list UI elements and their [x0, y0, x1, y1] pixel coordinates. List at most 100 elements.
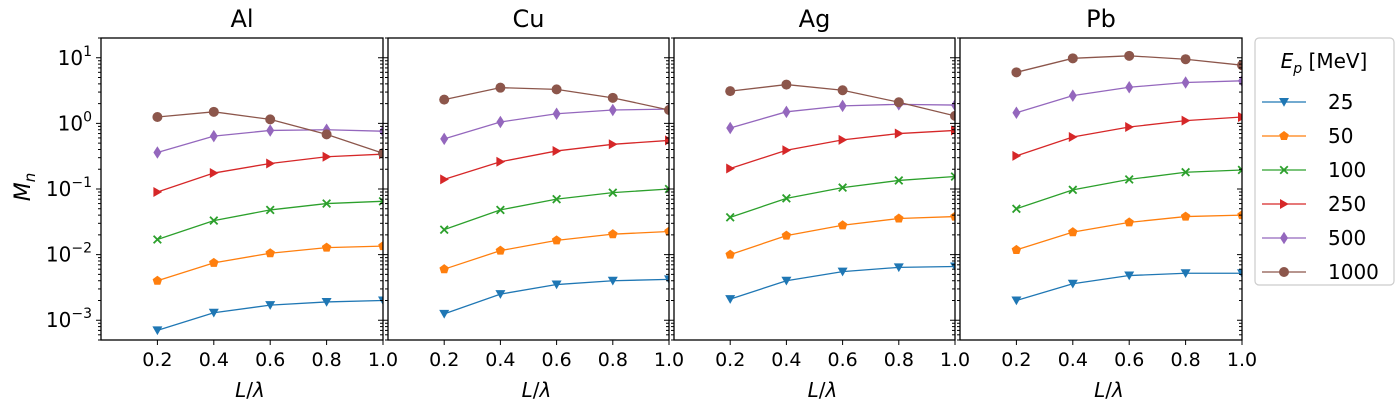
- data-point: [495, 245, 506, 255]
- data-point: [496, 156, 506, 167]
- legend-entry-100: 100: [1262, 158, 1366, 182]
- data-point: [1180, 269, 1191, 279]
- x-tick-label: 0.6: [541, 349, 571, 371]
- data-point: [1125, 122, 1134, 133]
- data-point: [1068, 132, 1078, 143]
- panel-ag: Ag 0.2 0.4 0.6 0.8 1.0 L/λ: [669, 5, 970, 402]
- x-tick-label: 0.8: [311, 349, 341, 371]
- panel-al: Al 0.2 0.4 0.6 0.8 1.0 L/λ: [96, 5, 398, 402]
- x-axis-label-symbol: λ: [1111, 378, 1124, 402]
- data-point: [1125, 81, 1134, 94]
- panel-data: [152, 106, 383, 336]
- series-25: [152, 296, 383, 336]
- data-point: [440, 132, 449, 146]
- data-point: [1068, 89, 1077, 102]
- data-point: [153, 146, 162, 159]
- data-point: [781, 193, 791, 203]
- data-point: [1181, 76, 1190, 89]
- x-tick-label: 0.2: [715, 349, 745, 371]
- series-1000: [152, 106, 383, 159]
- data-point: [265, 301, 276, 310]
- legend-entry-250: 250: [1262, 192, 1366, 216]
- data-point: [725, 249, 735, 259]
- data-point: [495, 205, 505, 215]
- series-line: [729, 129, 955, 170]
- legend-entry-25: 25: [1262, 90, 1353, 114]
- y-tick-label: 10−1: [46, 175, 92, 201]
- legend: Ep [MeV] 25 50 100 250 500 1000: [1254, 37, 1395, 286]
- data-point: [209, 129, 218, 143]
- y-tick-label-exponent: −1: [71, 175, 92, 191]
- data-point: [608, 103, 617, 117]
- series-line: [157, 200, 383, 241]
- legend-label: 1000: [1328, 260, 1379, 284]
- data-point: [664, 275, 669, 285]
- panel-pb: Pb 0.2 0.4 0.6 0.8 1.0 L/λ: [955, 5, 1257, 402]
- series-100: [725, 172, 955, 222]
- x-axis-label-sep: /: [246, 378, 253, 402]
- data-point: [608, 139, 618, 150]
- data-point: [551, 235, 562, 245]
- data-point: [152, 326, 163, 336]
- x-tick-label: 0.6: [1114, 349, 1144, 371]
- data-point: [378, 148, 383, 159]
- series-1000: [725, 79, 955, 121]
- series-250: [153, 149, 383, 198]
- x-tick-label: 1.0: [1227, 349, 1257, 371]
- data-point: [496, 115, 505, 129]
- panel-title: Cu: [513, 5, 545, 33]
- data-point: [379, 124, 383, 138]
- panel-title: Pb: [1086, 5, 1116, 33]
- series-250: [726, 125, 955, 174]
- legend-marker: [1280, 199, 1289, 209]
- legend-label: 500: [1328, 226, 1366, 250]
- data-point: [1124, 174, 1134, 184]
- x-axis-label: L/λ: [522, 378, 552, 402]
- data-point: [152, 275, 163, 285]
- x-tick-label: 0.2: [142, 349, 172, 371]
- data-point: [209, 257, 219, 267]
- panel-title: Al: [230, 5, 253, 33]
- data-point: [781, 79, 792, 90]
- data-point: [208, 106, 219, 117]
- legend-marker: [1279, 165, 1289, 175]
- data-point: [664, 104, 669, 115]
- x-axis-label-sep: /: [533, 378, 540, 402]
- data-point: [152, 112, 163, 123]
- data-point: [153, 187, 163, 198]
- y-tick-label-exponent: −3: [71, 306, 92, 322]
- x-axis-label-symbol: λ: [252, 378, 265, 402]
- data-point: [837, 85, 848, 96]
- data-point: [551, 280, 562, 290]
- series-25: [725, 262, 955, 304]
- legend-label: 50: [1328, 124, 1353, 148]
- legend-title: Ep [MeV]: [1281, 49, 1368, 77]
- legend-marker: [1280, 231, 1288, 245]
- data-point: [951, 98, 955, 112]
- data-point: [951, 125, 955, 136]
- series-50: [725, 211, 955, 259]
- data-point: [607, 92, 618, 103]
- series-100: [152, 196, 383, 244]
- series-500: [726, 98, 955, 135]
- data-point: [781, 276, 792, 286]
- data-point: [1012, 106, 1021, 120]
- data-point: [1011, 296, 1022, 306]
- series-line: [444, 139, 669, 181]
- data-point: [1181, 167, 1191, 177]
- series-25: [439, 275, 669, 319]
- legend-marker: [1279, 131, 1289, 141]
- x-tick-label: 0.8: [884, 349, 914, 371]
- data-point: [1012, 150, 1022, 161]
- x-axis-label-sep: /: [1105, 378, 1112, 402]
- panel-frame: [100, 37, 384, 341]
- x-tick-label: 1.0: [368, 349, 398, 371]
- data-point: [378, 241, 383, 251]
- data-point: [208, 308, 219, 318]
- x-axis-label: L/λ: [1094, 378, 1124, 402]
- y-axis-label-sub: n: [21, 173, 39, 183]
- x-tick-label: 0.4: [771, 349, 801, 371]
- series-500: [440, 102, 669, 146]
- panel-data: [725, 79, 955, 304]
